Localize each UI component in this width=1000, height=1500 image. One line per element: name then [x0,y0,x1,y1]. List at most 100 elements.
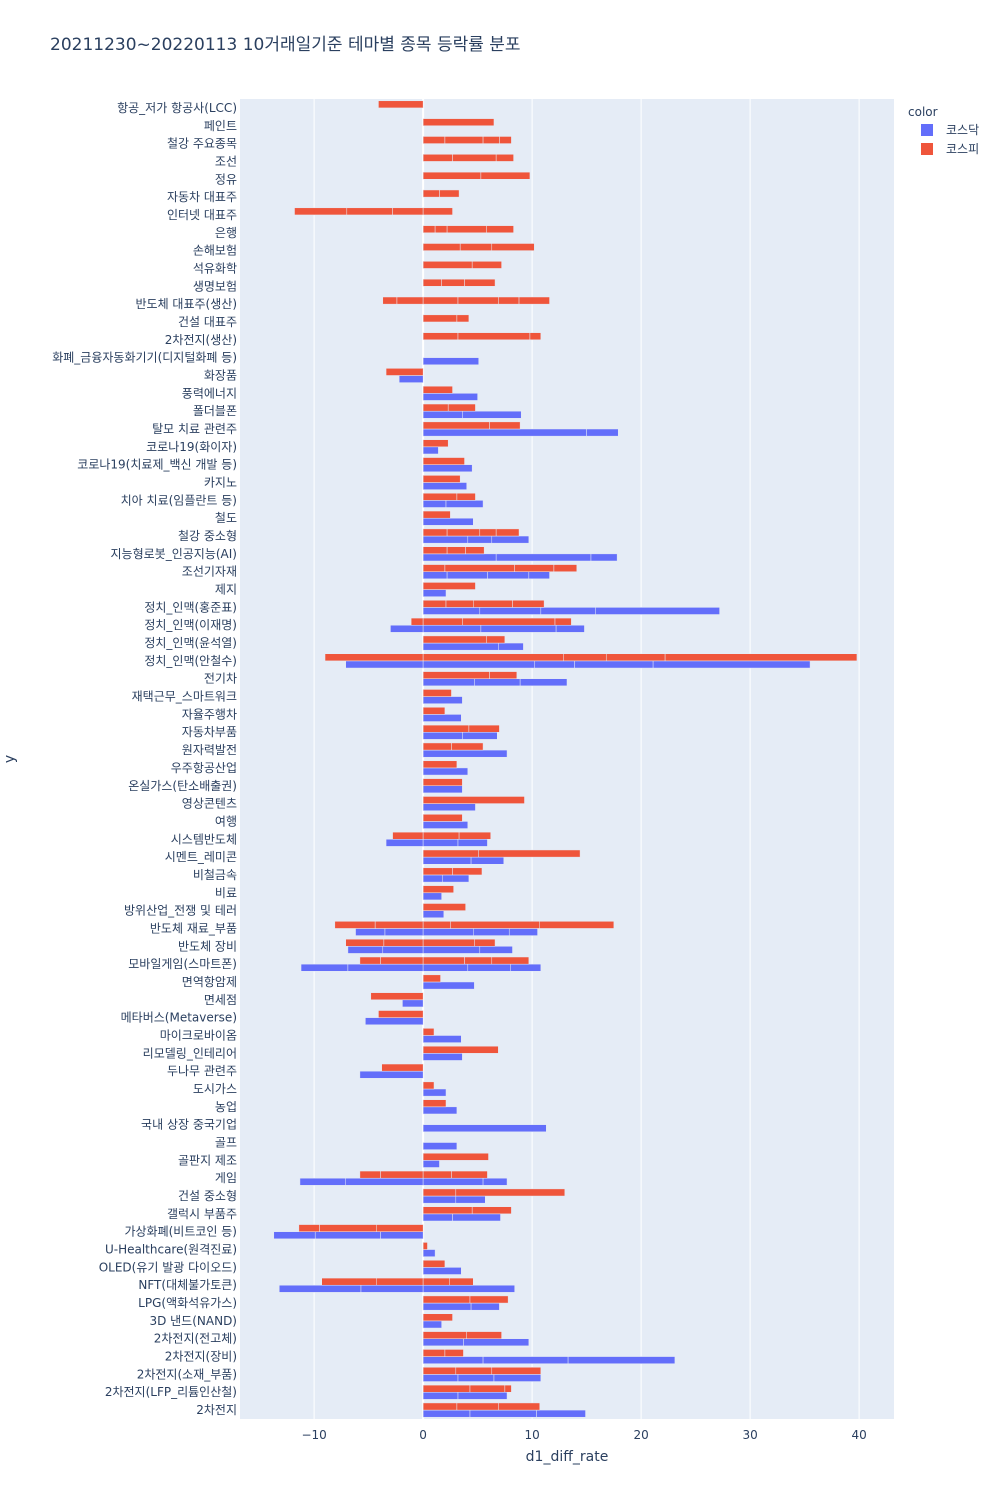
bar-segment [422,428,587,437]
bar-segment [365,1017,424,1026]
bar-segment [422,1053,463,1061]
y-tick-label: 폴더블폰 [193,404,237,418]
bar-segment [445,599,474,608]
bar-segment [422,1106,458,1115]
bar-segment [422,707,446,715]
bar-segment [422,475,461,483]
bar-segment [422,510,451,519]
bar-segment [422,154,453,162]
bar-segment [446,571,488,580]
bar-segment [345,938,385,947]
bar-segment [346,207,393,216]
legend-label[interactable]: 코스피 [946,142,979,156]
y-tick-label: 가상화폐(비트코인 등) [124,1225,237,1239]
bar-segment [422,892,442,901]
bar-segment [294,207,348,216]
legend-swatch[interactable] [921,124,933,136]
bar-segment [422,393,478,401]
y-tick-label: 도시가스 [193,1082,237,1096]
bar-segment [422,439,449,448]
bar-segment [422,457,465,465]
bar-segment [392,207,424,216]
bar-segment [479,528,497,537]
bar-segment [553,564,578,572]
bar-segment [422,1402,458,1411]
bar-segment [422,963,469,972]
y-tick-label: 두나무 관련주 [167,1064,237,1078]
bar-segment [422,1259,446,1268]
bar-segment [487,571,530,580]
y-tick-label: 반도체 대표주(생산) [136,297,238,311]
legend-swatch[interactable] [921,143,933,155]
bar-segment [457,1374,495,1382]
y-tick-label: 리모델링_인테리어 [143,1046,237,1060]
bar-segment [455,1367,493,1375]
bar-segment [422,517,474,526]
bar-segment [321,1277,377,1286]
bar-segment [378,100,424,109]
bar-segment [422,796,525,804]
bar-segment [422,1391,459,1400]
bar-segment [447,403,476,412]
x-tick-label: −10 [301,1428,326,1442]
bar-segment [374,921,424,929]
bar-segment [422,1045,499,1054]
bar-segment [422,1374,459,1382]
y-tick-label: 항공_저가 항공사(LCC) [117,101,237,115]
y-tick-label: NFT(대체불가토큰) [138,1278,237,1292]
bar-segment [469,1295,509,1304]
bar-segment [422,296,459,305]
bar-segment [422,742,452,751]
y-tick-label: 비철금속 [193,868,237,882]
bar-segment [273,1231,316,1240]
bar-segment [473,599,513,608]
bar-segment [495,553,592,562]
bar-segment [473,928,510,936]
y-tick-label: 풍력에너지 [182,386,237,400]
bar-segment [422,1028,435,1036]
y-tick-label: 모바일게임(스마트폰) [128,957,237,971]
bar-segment [458,831,491,840]
bar-segment [463,1338,530,1347]
bar-segment [462,410,522,419]
bar-segment [422,760,458,769]
bar-segment [422,207,453,216]
bar-segment [422,1035,462,1043]
bar-segment [446,546,466,555]
bar-segment [586,428,619,437]
y-tick-label: 조선기자재 [182,565,237,579]
x-tick-label: 0 [419,1428,427,1442]
bar-segment [422,1277,450,1286]
bar-segment [482,1177,508,1186]
bar-segment [422,564,446,572]
bar-segment [422,225,436,234]
bar-segment [422,974,441,983]
bar-segment [314,1231,381,1240]
y-tick-label: 건설 중소형 [178,1189,237,1203]
bar-segment [422,553,497,562]
y-tick-label: 골판지 제조 [178,1153,237,1167]
y-tick-label: 원자력발전 [182,743,237,757]
bar-segment [422,1195,457,1204]
bar-segment [422,1367,457,1375]
bar-segment [422,624,482,633]
bar-segment [451,1170,488,1179]
x-tick-label: 40 [851,1428,866,1442]
bar-segment [422,689,452,697]
bar-segment [385,839,424,847]
bar-segment [508,928,538,936]
bar-segment [470,1302,500,1311]
bar-segment [563,653,607,662]
bar-segment [498,296,520,305]
x-tick-label: 30 [742,1428,757,1442]
bar-segment [452,867,483,876]
y-tick-label: 3D 낸드(NAND) [149,1314,237,1328]
bar-segment [422,1242,428,1250]
bar-segment [380,1231,424,1240]
bar-segment [519,678,568,687]
legend-label[interactable]: 코스닥 [946,123,979,137]
bar-segment [382,946,424,954]
bar-segment [468,724,500,733]
bar-segment [652,660,811,669]
